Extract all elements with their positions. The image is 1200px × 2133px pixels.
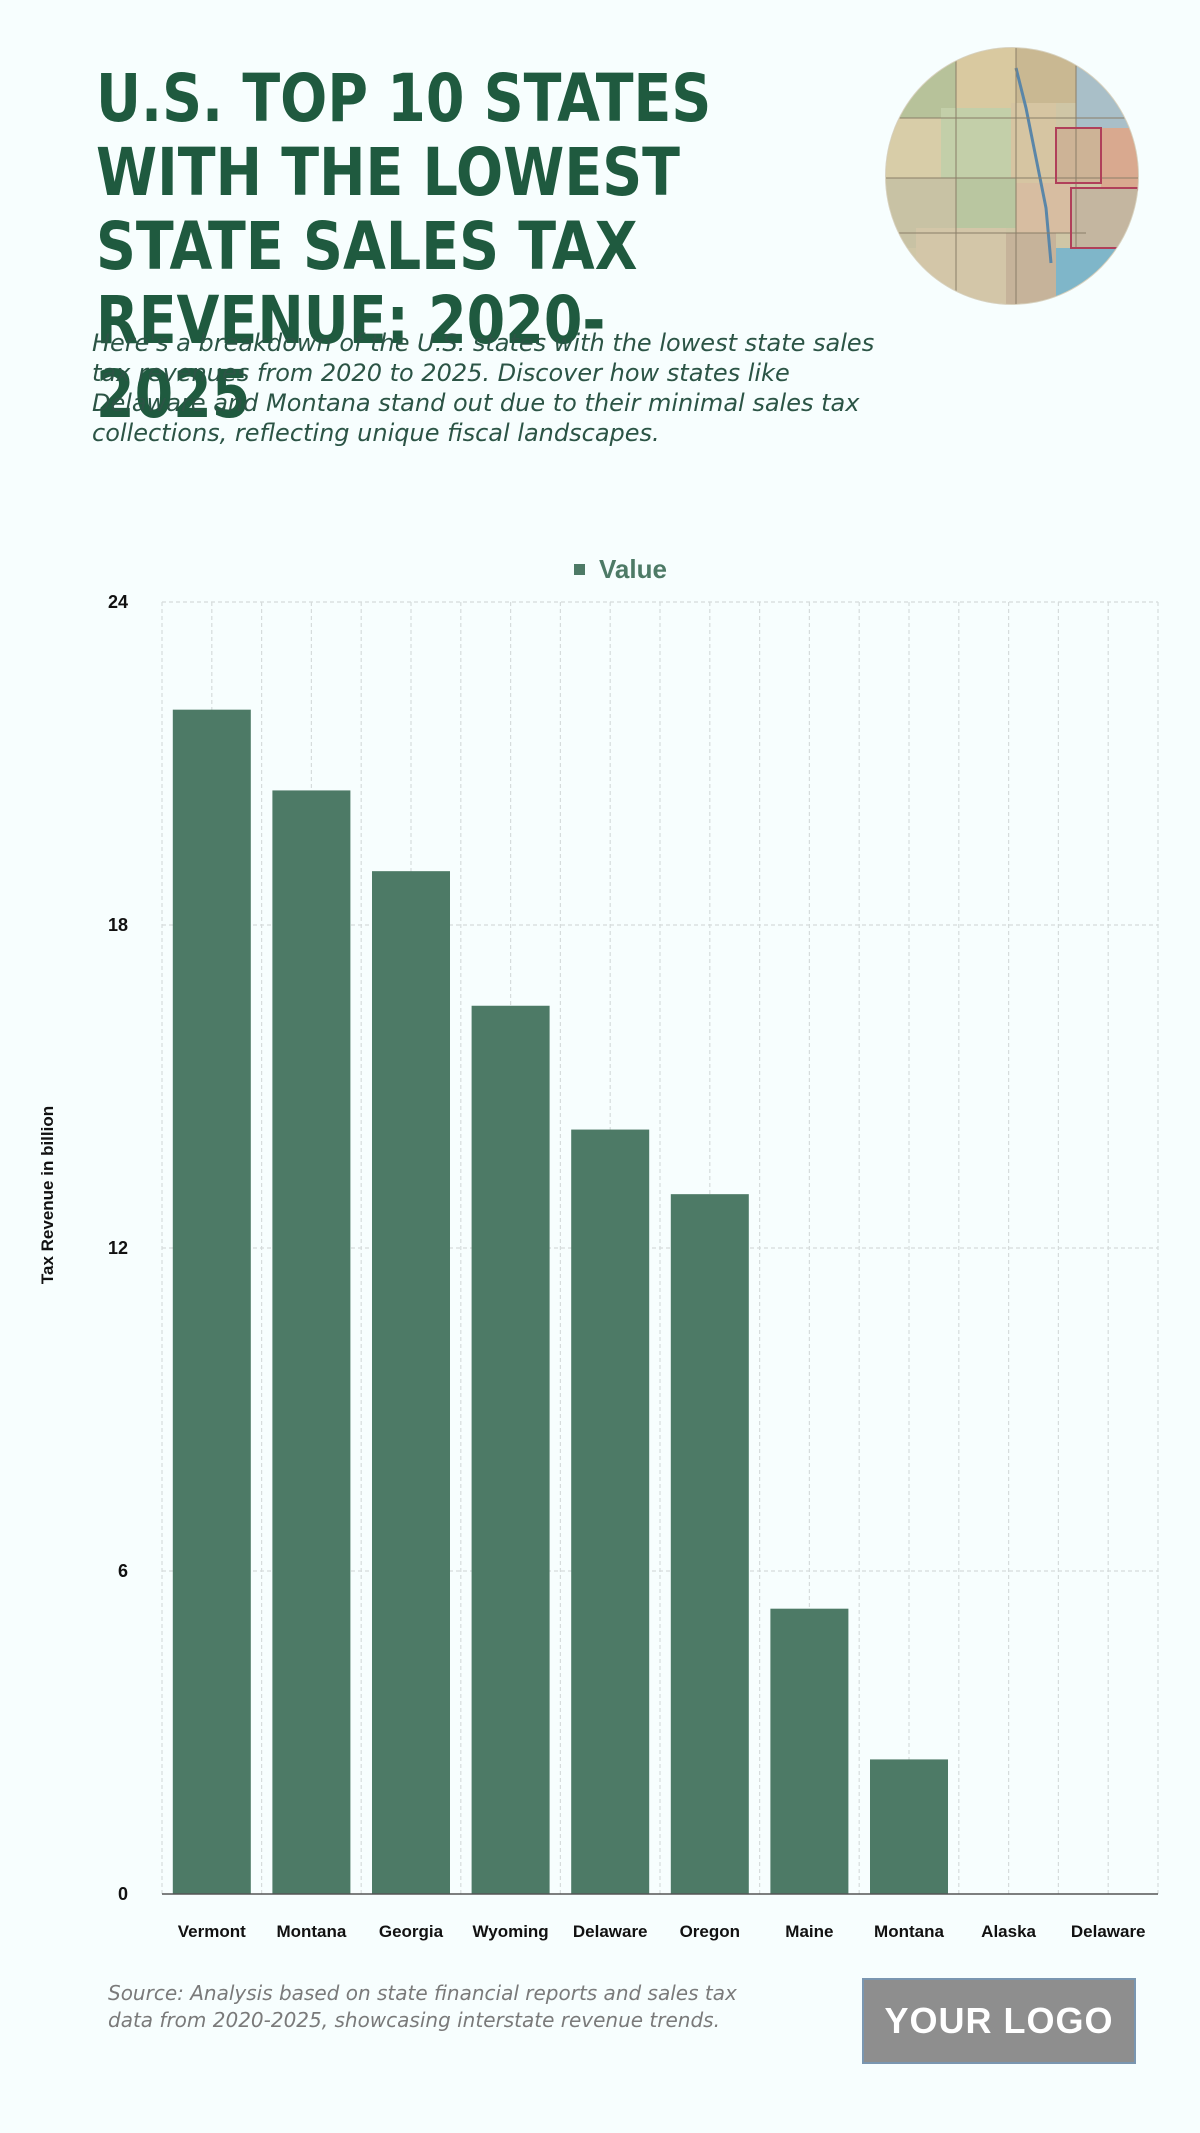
y-tick-label: 0 [118,1884,128,1904]
bar [372,871,450,1894]
chart-legend: Value [574,552,667,586]
x-tick-label: Maine [785,1922,833,1941]
source-note: Source: Analysis based on state financia… [108,1981,737,2032]
y-tick-label: 24 [108,592,128,612]
y-tick-label: 12 [108,1238,128,1258]
page-title: U.S. TOP 10 STATES WITH THE LOWEST STATE… [96,60,712,433]
map-illustration [886,48,1138,304]
bar [272,790,351,1894]
us-map-image [886,48,1138,304]
bar [770,1608,849,1894]
page-subtitle: Here's a breakdown of the U.S. states wi… [92,329,875,447]
bar [571,1129,650,1894]
bar [670,1194,749,1894]
x-tick-label: Montana [874,1922,944,1941]
bar [471,1005,550,1894]
logo-placeholder: YOUR LOGO [862,1978,1136,2064]
legend-swatch [574,563,585,575]
x-tick-label: Delaware [1071,1922,1146,1941]
x-tick-label: Montana [276,1922,346,1941]
bar [172,709,251,1894]
legend-label: Value [599,553,667,584]
x-tick-label: Oregon [680,1922,740,1941]
y-tick-label: 6 [118,1561,128,1581]
x-tick-label: Delaware [573,1922,648,1941]
bar [870,1759,948,1894]
y-tick-label: 18 [108,915,128,935]
x-tick-label: Wyoming [473,1922,549,1941]
x-tick-label: Georgia [379,1922,444,1941]
x-tick-label: Alaska [981,1922,1036,1941]
x-tick-label: Vermont [178,1922,246,1941]
